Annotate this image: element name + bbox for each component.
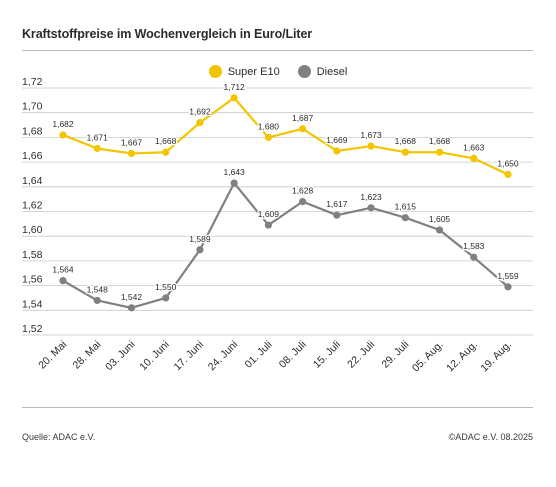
data-label: 1,668	[429, 136, 451, 146]
data-point	[401, 214, 409, 222]
y-tick-label: 1,56	[22, 274, 43, 286]
data-label: 1,667	[121, 137, 143, 147]
data-point	[470, 253, 478, 261]
data-label: 1,550	[155, 282, 177, 292]
x-tick-label: 20. Mai	[36, 339, 69, 372]
data-label: 1,680	[258, 121, 280, 131]
data-point	[299, 198, 307, 206]
data-point	[435, 148, 444, 156]
y-tick-label: 1,54	[22, 298, 43, 310]
data-point	[470, 154, 478, 162]
x-tick-label: 01. Juli	[242, 339, 274, 371]
x-tick-label: 15. Juli	[311, 339, 343, 371]
data-label: 1,609	[258, 209, 280, 219]
data-point	[299, 125, 307, 133]
data-point	[367, 204, 375, 212]
x-tick-label: 05. Aug.	[410, 339, 446, 375]
data-point	[93, 144, 101, 153]
series-line-diesel	[62, 181, 509, 309]
data-point	[127, 149, 136, 158]
legend: Super E10 Diesel	[0, 65, 556, 78]
data-label: 1,548	[87, 284, 109, 294]
y-tick-label: 1,58	[22, 249, 43, 261]
x-tick-label: 19. Aug.	[478, 339, 514, 375]
data-label: 1,712	[224, 82, 246, 92]
x-tick-label: 12. Aug.	[444, 339, 480, 375]
legend-item-diesel: Diesel	[297, 65, 348, 78]
data-point	[230, 94, 238, 102]
data-label: 1,673	[360, 130, 382, 140]
data-point	[264, 221, 272, 229]
source-note: Quelle: ADAC e.V.	[22, 432, 96, 442]
data-label: 1,559	[497, 271, 519, 281]
chart-title: Kraftstoffpreise im Wochenvergleich in E…	[22, 27, 313, 41]
data-label: 1,564	[52, 265, 74, 275]
data-label: 1,605	[429, 214, 451, 224]
data-point	[59, 277, 67, 285]
data-point	[162, 294, 170, 302]
legend-marker-super-e10	[208, 65, 222, 78]
data-point	[401, 148, 409, 156]
y-tick-label: 1,60	[22, 224, 43, 236]
y-tick-label: 1,52	[22, 323, 43, 335]
data-label: 1,628	[292, 186, 314, 196]
data-label: 1,668	[395, 136, 417, 146]
legend-item-super-e10: Super E10	[208, 65, 280, 78]
data-point	[93, 296, 101, 305]
data-point	[59, 131, 67, 139]
y-tick-label: 1,64	[22, 175, 43, 187]
data-label: 1,617	[326, 199, 348, 209]
data-point	[367, 142, 375, 150]
data-point	[333, 147, 341, 155]
data-point	[127, 304, 136, 312]
x-tick-label: 10. Juni	[137, 339, 171, 373]
copyright-note: ©ADAC e.V. 08.2025	[448, 432, 533, 442]
data-point	[333, 211, 341, 219]
legend-label-diesel: Diesel	[316, 65, 348, 78]
data-point	[264, 133, 272, 141]
data-point	[196, 246, 204, 254]
data-label: 1,692	[189, 107, 211, 117]
data-label: 1,682	[52, 119, 74, 129]
x-tick-label: 03. Juni	[103, 339, 137, 373]
data-point	[435, 226, 444, 234]
data-point	[504, 170, 512, 179]
y-tick-label: 1,70	[22, 101, 43, 113]
x-tick-label: 28. Mai	[71, 339, 104, 372]
data-label: 1,583	[463, 241, 485, 251]
top-divider	[22, 50, 533, 51]
x-tick-label: 24. Juni	[206, 339, 240, 373]
data-label: 1,650	[497, 158, 519, 168]
x-tick-label: 22. Juli	[345, 339, 377, 371]
series-line-super-e10	[62, 96, 509, 176]
data-label: 1,687	[292, 113, 314, 123]
data-point	[504, 283, 512, 291]
y-tick-label: 1,62	[22, 200, 43, 212]
data-label: 1,643	[224, 167, 246, 177]
y-tick-label: 1,72	[22, 76, 43, 88]
data-label: 1,623	[360, 192, 382, 202]
y-tick-label: 1,68	[22, 125, 43, 137]
x-tick-label: 08. Juli	[277, 339, 309, 371]
y-tick-label: 1,66	[22, 150, 43, 162]
data-label: 1,663	[463, 142, 485, 152]
legend-label-super-e10: Super E10	[227, 65, 280, 78]
data-label: 1,615	[395, 202, 417, 212]
x-tick-label: 29. Juli	[379, 339, 411, 371]
data-point	[230, 179, 238, 187]
x-tick-label: 17. Juni	[172, 339, 206, 373]
bottom-divider	[22, 407, 533, 408]
data-label: 1,589	[189, 234, 211, 244]
data-label: 1,542	[121, 292, 143, 302]
legend-marker-diesel	[297, 65, 311, 78]
data-label: 1,671	[87, 133, 109, 143]
data-label: 1,668	[155, 136, 177, 146]
data-label: 1,669	[326, 135, 348, 145]
data-point	[162, 148, 170, 156]
data-point	[196, 118, 204, 127]
